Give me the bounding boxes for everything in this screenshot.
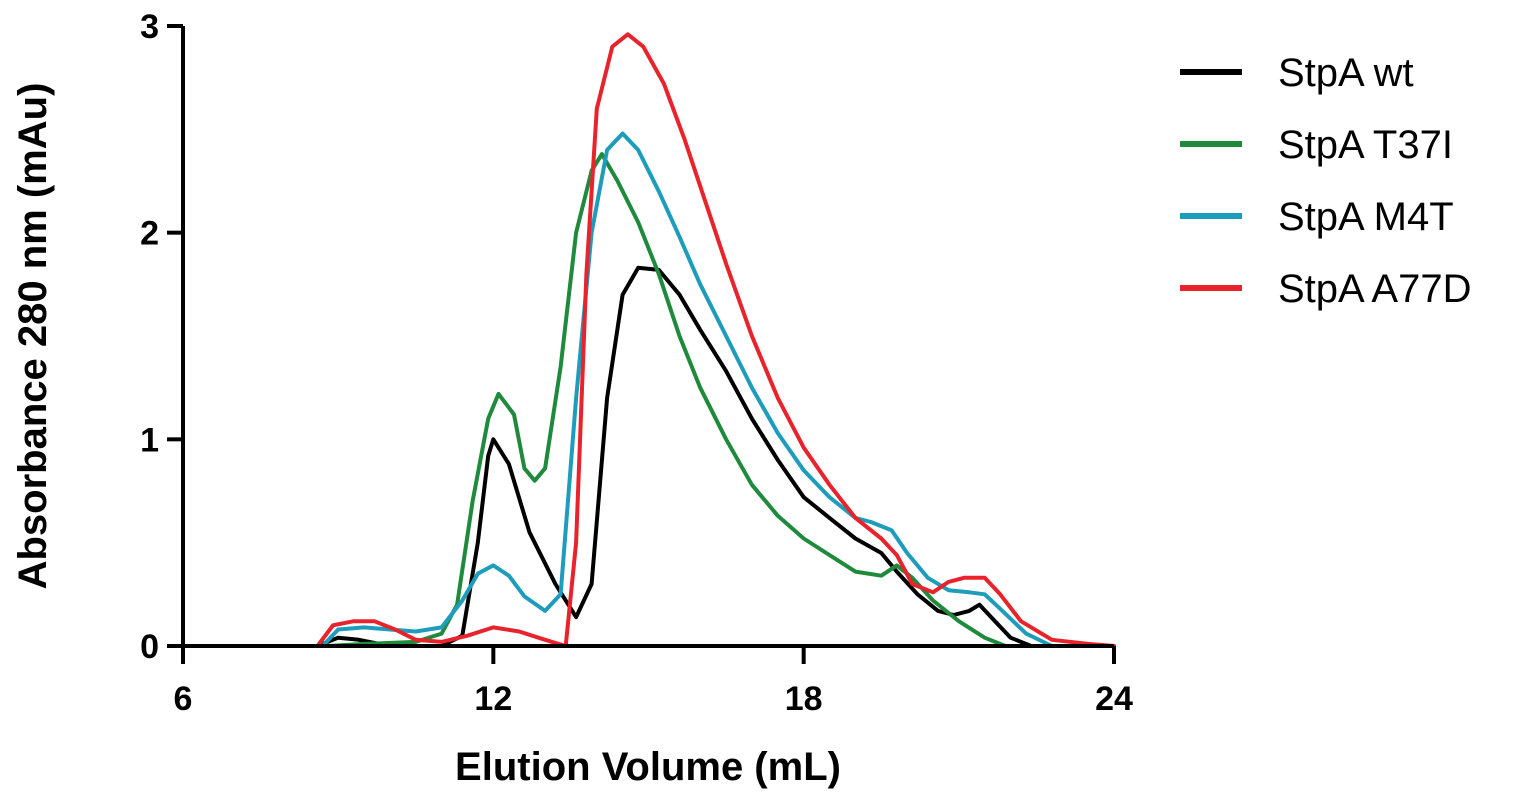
x-tick-label: 18 [785, 680, 823, 718]
series-line-1 [325, 152, 1008, 648]
y-tick-label: 1 [140, 421, 159, 459]
x-axis-title: Elution Volume (mL) [455, 745, 841, 789]
legend: StpA wt StpA T37I StpA M4T StpA A77D [1180, 51, 1471, 311]
legend-label-0: StpA wt [1278, 51, 1414, 95]
x-ticks: 6 12 18 24 [174, 646, 1133, 718]
y-tick-label: 2 [140, 215, 159, 253]
legend-label-2: StpA M4T [1278, 195, 1454, 239]
y-tick-label: 3 [140, 8, 159, 46]
y-tick-label: 0 [140, 628, 159, 666]
y-axis-title: Absorbance 280 nm (mAu) [11, 83, 55, 590]
legend-label-3: StpA A77D [1278, 267, 1471, 311]
x-tick-label: 24 [1095, 680, 1133, 718]
y-ticks: 0 1 2 3 [140, 8, 183, 666]
series-line-3 [315, 32, 1116, 648]
x-tick-label: 12 [474, 680, 512, 718]
legend-label-1: StpA T37I [1278, 123, 1453, 167]
series-line-2 [320, 131, 1054, 648]
series-line-0 [315, 265, 1034, 648]
plot-lines [315, 32, 1116, 648]
x-tick-label: 6 [174, 680, 193, 718]
